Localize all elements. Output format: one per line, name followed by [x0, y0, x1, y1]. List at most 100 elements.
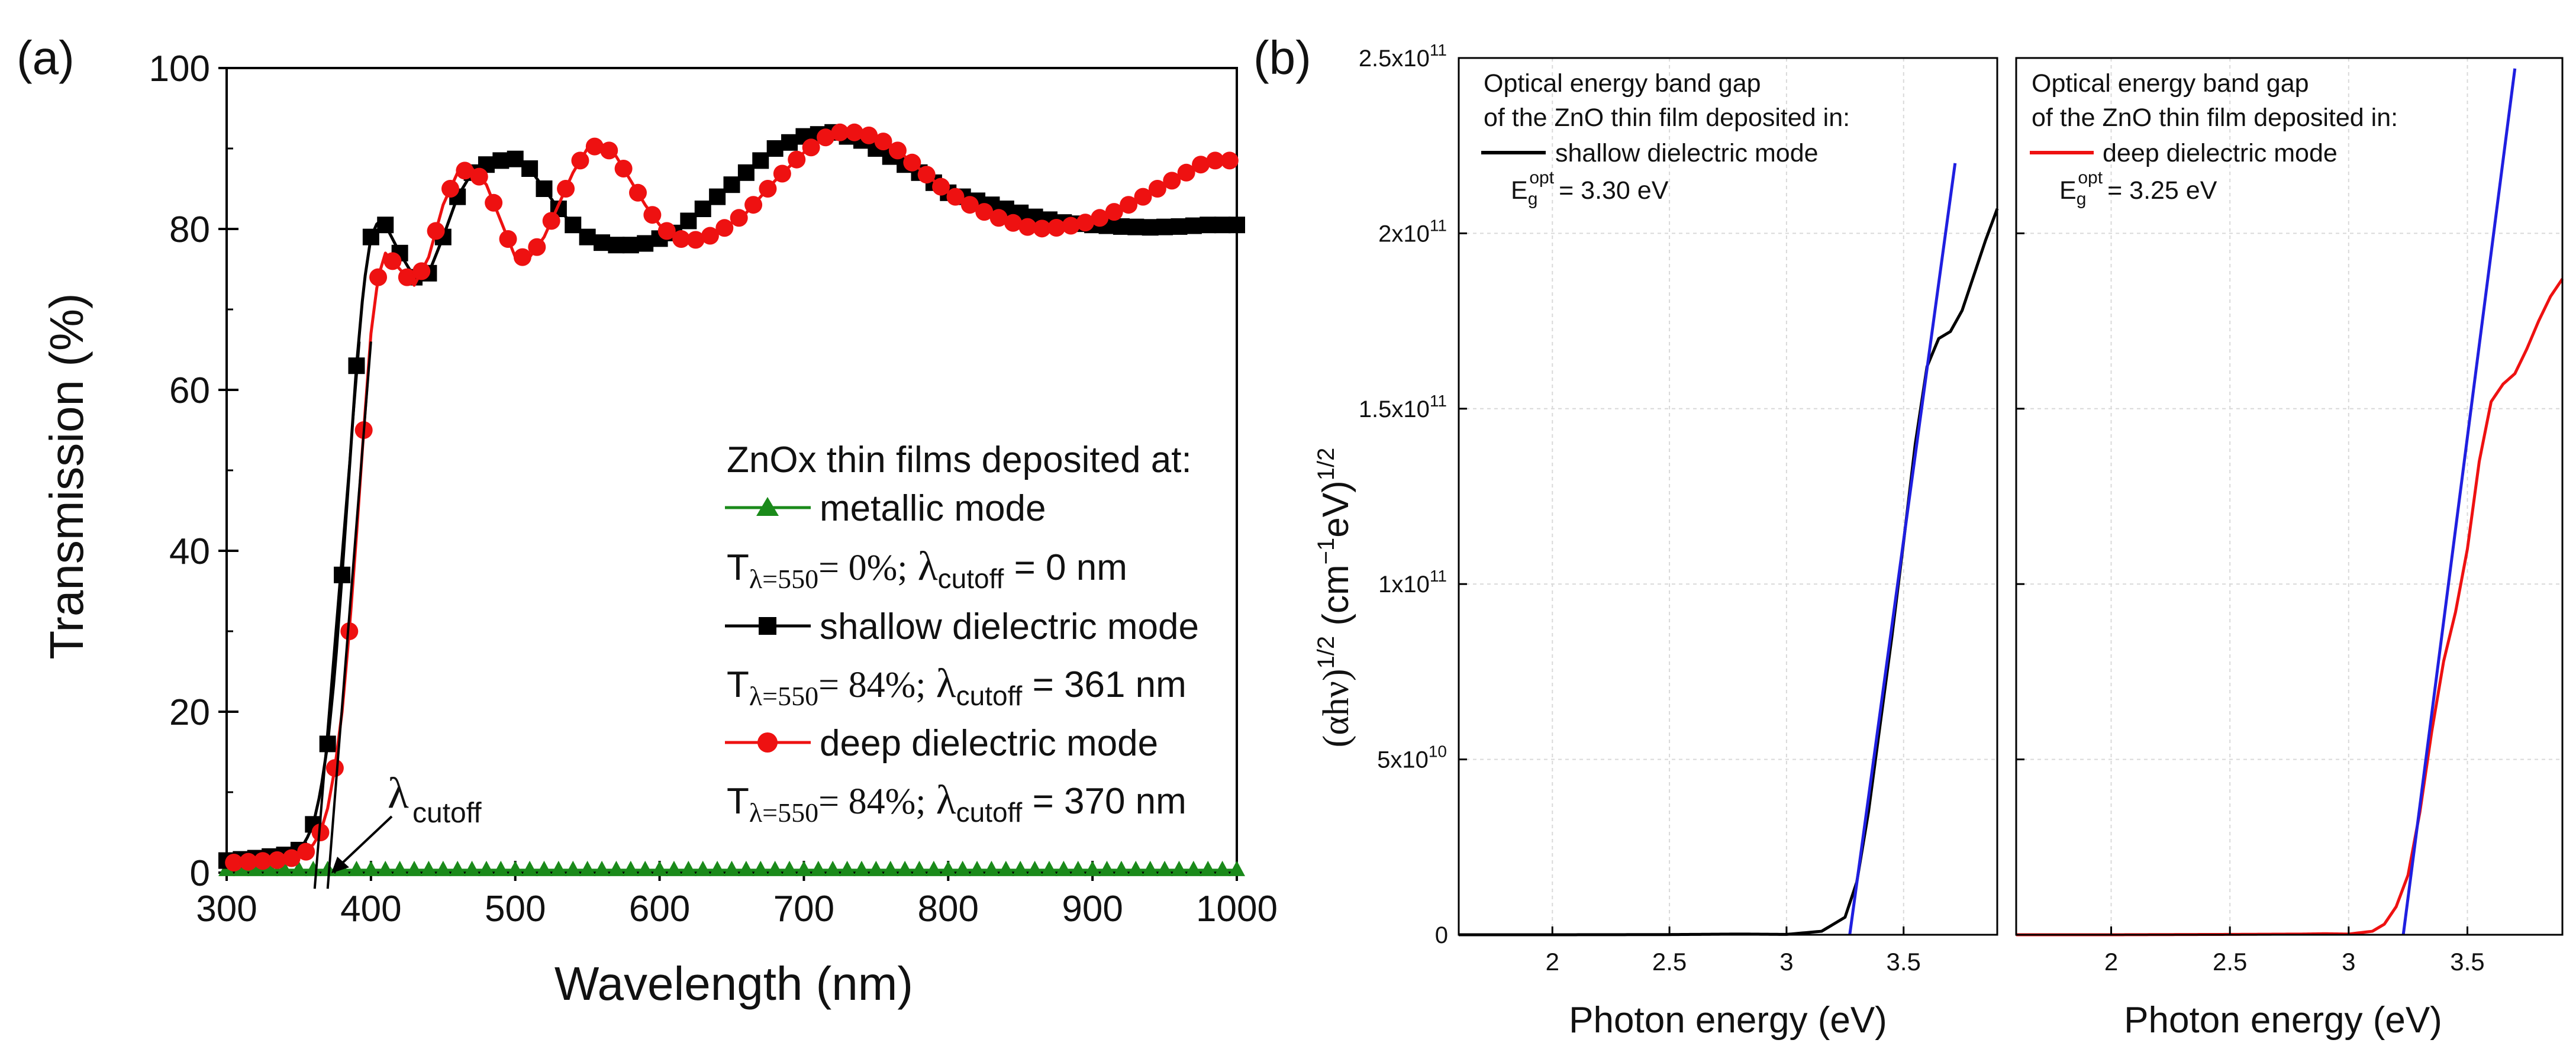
data-point-circle	[1148, 180, 1166, 198]
data-point-triangle	[247, 860, 264, 876]
y-tick-label-b: 1x1011	[1378, 567, 1447, 598]
data-point-triangle	[1055, 860, 1072, 876]
data-point-circle	[917, 166, 936, 184]
data-point-triangle	[1127, 860, 1144, 876]
data-point-circle	[1105, 203, 1123, 221]
data-point-triangle	[507, 860, 524, 876]
data-point-square	[608, 237, 625, 254]
legend-item-deep: deep dielectric mode	[725, 723, 1158, 764]
data-point-triangle	[608, 860, 625, 876]
data-point-square	[536, 180, 553, 197]
data-point-triangle	[406, 860, 423, 876]
data-point-circle	[456, 162, 474, 180]
data-point-triangle	[1142, 860, 1159, 876]
data-point-circle	[672, 230, 691, 248]
data-point-square	[579, 228, 596, 246]
data-point-triangle	[1069, 860, 1087, 876]
data-point-triangle	[579, 860, 596, 876]
panel-a-label: (a)	[17, 31, 75, 84]
data-point-circle	[297, 842, 315, 861]
data-point-circle	[802, 138, 820, 157]
data-point-triangle	[925, 860, 942, 876]
panel-a-xlabel: Wavelength (nm)	[554, 957, 913, 1010]
panel-a-ticks: 300 400 500 600 700 800 900 1000 0 20 40 60 80 100	[149, 49, 1278, 929]
legend-label-metallic: metallic mode	[820, 488, 1046, 529]
data-point-circle	[845, 123, 863, 141]
legend-label-shallow: shallow dielectric mode	[820, 606, 1199, 647]
data-point-circle	[557, 180, 575, 198]
data-point-triangle	[839, 860, 856, 876]
data-point-triangle	[565, 860, 582, 876]
x-tick-label-b: 2	[2104, 948, 2118, 976]
data-point-triangle	[752, 860, 769, 876]
y-tick-label-a: 0	[190, 853, 210, 894]
data-point-circle	[398, 268, 416, 286]
x-tick-label-a: 700	[773, 889, 834, 929]
data-point-circle	[1220, 151, 1239, 170]
cutoff-tangent-deep	[326, 341, 372, 889]
data-point-triangle	[1098, 860, 1115, 876]
data-point-circle	[253, 852, 272, 870]
cutoff-lambda: λ	[388, 769, 409, 818]
x-tick-label-b: 2	[1546, 948, 1559, 976]
data-point-triangle	[897, 860, 914, 876]
cutoff-tangent-shallow	[313, 341, 361, 889]
data-point-circle	[744, 196, 763, 214]
data-point-circle	[773, 164, 791, 183]
data-point-circle	[282, 849, 301, 867]
data-point-circle	[585, 137, 604, 156]
data-point-circle	[528, 238, 546, 256]
y-tick-label-b: 1.5x1011	[1359, 392, 1447, 422]
data-point-triangle	[1229, 860, 1245, 876]
data-point-circle	[932, 177, 950, 196]
data-point-square	[637, 235, 654, 252]
data-point-triangle	[377, 860, 394, 876]
data-point-triangle	[449, 860, 466, 876]
data-point-square	[781, 134, 798, 151]
data-point-triangle	[550, 860, 567, 876]
legend-item-metallic: metallic mode	[725, 488, 1046, 529]
legend-marker-triangle	[756, 497, 779, 516]
panel-a-legend: ZnOx thin films deposited at: metallic m…	[725, 440, 1199, 828]
data-point-square	[737, 164, 755, 181]
data-point-triangle	[997, 860, 1014, 876]
data-point-triangle	[824, 860, 842, 876]
data-point-triangle	[478, 860, 495, 876]
legend-label-deep-b: deep dielectric mode	[2103, 139, 2338, 167]
data-point-circle	[860, 126, 878, 144]
legend-marker-circle	[757, 732, 778, 753]
data-point-triangle	[276, 860, 293, 876]
data-point-circle	[513, 248, 531, 266]
y-tick-label-a: 80	[169, 209, 210, 250]
data-point-circle	[383, 252, 402, 270]
data-point-circle	[600, 141, 618, 160]
data-point-triangle	[940, 860, 957, 876]
data-point-circle	[1047, 218, 1066, 237]
data-point-triangle	[1026, 860, 1043, 876]
data-point-triangle	[1113, 860, 1130, 876]
data-point-square	[507, 150, 524, 167]
panel-b-left-frame	[1458, 57, 1998, 936]
legend-note-shallow: Tλ=550= 84%; λcutoff = 361 nm	[727, 661, 1187, 711]
data-point-triangle	[1200, 860, 1217, 876]
x-tick-label-a: 800	[918, 889, 979, 929]
data-point-circle	[946, 188, 965, 206]
data-point-triangle	[637, 860, 654, 876]
data-point-triangle	[954, 860, 971, 876]
data-point-circle	[643, 206, 662, 224]
data-point-circle	[989, 209, 1008, 227]
data-point-circle	[874, 133, 892, 151]
data-point-triangle	[463, 860, 481, 876]
cutoff-annotation: λ cutoff	[331, 769, 482, 873]
data-point-circle	[975, 203, 994, 221]
legend-label-shallow-b: shallow dielectric mode	[1555, 139, 1819, 167]
data-point-triangle	[810, 860, 827, 876]
data-point-circle	[542, 212, 560, 230]
data-point-circle	[325, 759, 344, 777]
panel-a: (a) 300 400 500 600 700 800 900 1000 0 20 40 60 80 10…	[17, 31, 1278, 1010]
panel-b-ticks: 2 2.5 3 3.5 0 5x1010 1x1011 1.5x1011 2x1011 2.5x1…	[1359, 41, 2485, 976]
data-point-square	[377, 217, 394, 234]
data-point-triangle	[969, 860, 986, 876]
data-point-square	[594, 234, 611, 251]
data-point-triangle	[737, 860, 755, 876]
